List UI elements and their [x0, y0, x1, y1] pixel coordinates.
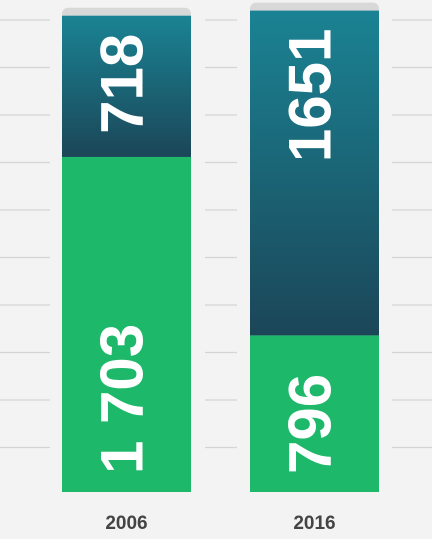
value-label: 1 703 — [88, 324, 155, 474]
bar-segment — [250, 10, 379, 336]
value-label: 718 — [88, 34, 155, 134]
bar-segment — [62, 15, 191, 157]
category-label: 2016 — [293, 513, 335, 534]
value-label: 796 — [276, 374, 343, 474]
bar-segment — [250, 335, 379, 492]
bar-segment — [62, 156, 191, 492]
category-label: 2006 — [105, 513, 147, 534]
value-label: 1651 — [276, 29, 343, 162]
decoration — [0, 19, 432, 449]
